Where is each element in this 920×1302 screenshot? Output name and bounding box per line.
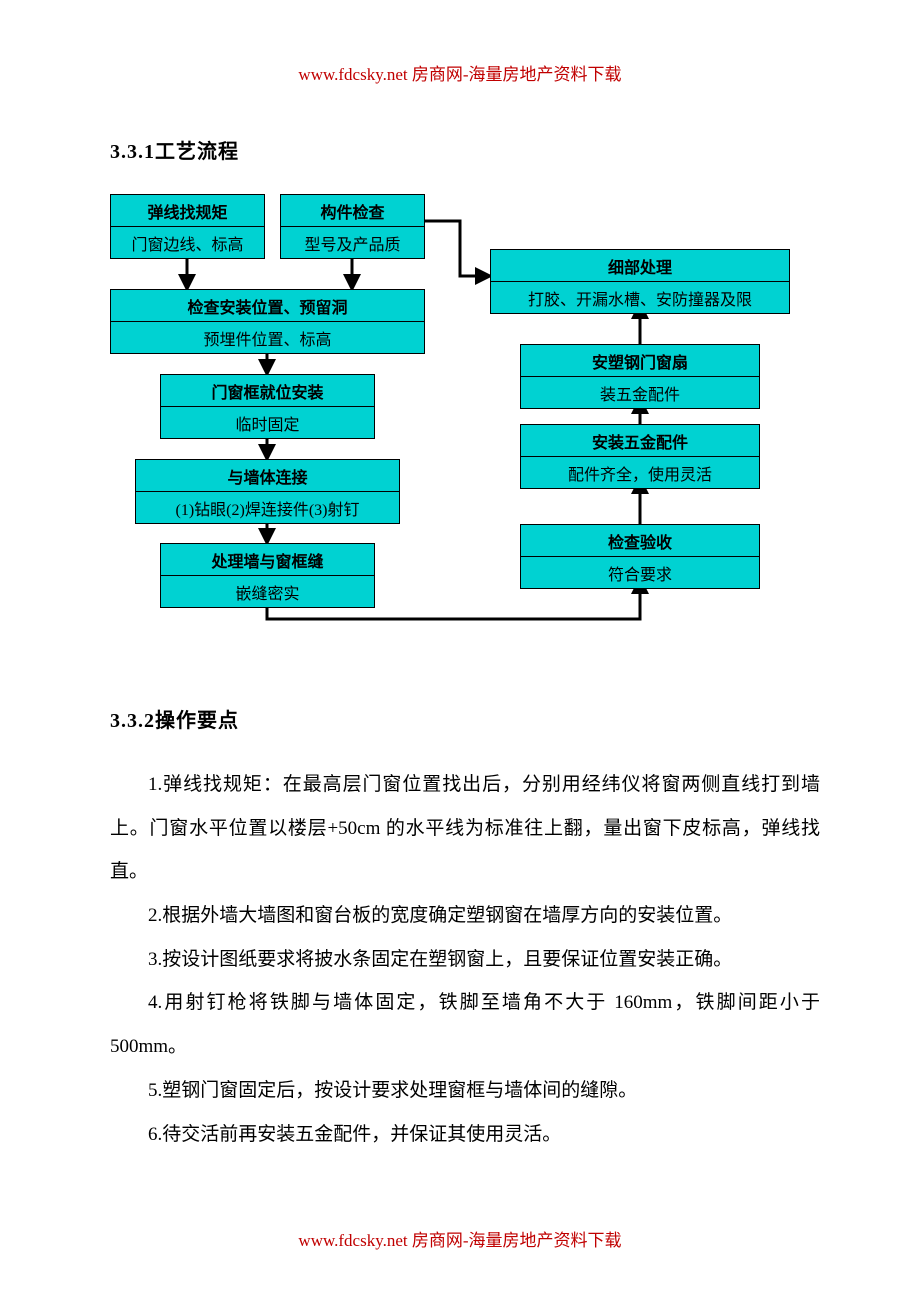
flow-node-sub: 打胶、开漏水槽、安防撞器及限 xyxy=(491,282,789,313)
paragraph-5: 5.塑钢门窗固定后，按设计要求处理窗框与墙体间的缝隙。 xyxy=(110,1069,820,1113)
section-number-2: 3.3.2 xyxy=(110,710,155,732)
flow-node-n2: 检查安装位置、预留洞预埋件位置、标高 xyxy=(110,289,425,354)
flow-node-title: 弹线找规矩 xyxy=(111,195,264,227)
flow-node-n9: 检查验收符合要求 xyxy=(520,524,760,589)
paragraph-3: 3.按设计图纸要求将披水条固定在塑钢窗上，且要保证位置安装正确。 xyxy=(110,938,820,982)
flow-node-title: 门窗框就位安装 xyxy=(161,375,374,407)
flow-node-sub: 装五金配件 xyxy=(521,377,759,408)
flow-node-title: 处理墙与窗框缝 xyxy=(161,544,374,576)
paragraph-2: 2.根据外墙大墙图和窗台板的宽度确定塑钢窗在墙厚方向的安装位置。 xyxy=(110,894,820,938)
flow-node-title: 检查验收 xyxy=(521,525,759,557)
flow-node-n3: 门窗框就位安装临时固定 xyxy=(160,374,375,439)
paragraph-6: 6.待交活前再安装五金配件，并保证其使用灵活。 xyxy=(110,1113,820,1157)
flow-node-title: 安塑钢门窗扇 xyxy=(521,345,759,377)
header-rest: 房商网-海量房地产资料下载 xyxy=(408,65,622,84)
flow-node-sub: 配件齐全，使用灵活 xyxy=(521,457,759,488)
flow-node-sub: 符合要求 xyxy=(521,557,759,588)
flow-node-sub: 预埋件位置、标高 xyxy=(111,322,424,353)
section-title-1: 工艺流程 xyxy=(155,141,239,163)
flow-node-title: 细部处理 xyxy=(491,250,789,282)
flow-node-n4: 与墙体连接(1)钻眼(2)焊连接件(3)射钉 xyxy=(135,459,400,524)
flow-node-title: 检查安装位置、预留洞 xyxy=(111,290,424,322)
body-text: 1.弹线找规矩：在最高层门窗位置找出后，分别用经纬仪将窗两侧直线打到墙上。门窗水… xyxy=(110,763,820,1156)
flow-node-n8: 安装五金配件配件齐全，使用灵活 xyxy=(520,424,760,489)
flow-node-sub: (1)钻眼(2)焊连接件(3)射钉 xyxy=(136,492,399,523)
footer-url: www.fdcsky.net xyxy=(298,1231,407,1250)
section-title-2: 操作要点 xyxy=(155,710,239,732)
footer-watermark: www.fdcsky.net 房商网-海量房地产资料下载 xyxy=(100,1226,820,1251)
section-heading-2: 3.3.2操作要点 xyxy=(110,704,820,733)
flow-node-n5: 处理墙与窗框缝嵌缝密实 xyxy=(160,543,375,608)
section-heading-1: 3.3.1工艺流程 xyxy=(110,135,820,164)
flow-node-n6: 细部处理打胶、开漏水槽、安防撞器及限 xyxy=(490,249,790,314)
flow-node-n7: 安塑钢门窗扇装五金配件 xyxy=(520,344,760,409)
flow-node-n1a: 弹线找规矩门窗边线、标高 xyxy=(110,194,265,259)
flow-node-title: 与墙体连接 xyxy=(136,460,399,492)
paragraph-1: 1.弹线找规矩：在最高层门窗位置找出后，分别用经纬仪将窗两侧直线打到墙上。门窗水… xyxy=(110,763,820,894)
flow-node-title: 安装五金配件 xyxy=(521,425,759,457)
flow-node-sub: 临时固定 xyxy=(161,407,374,438)
header-watermark: www.fdcsky.net 房商网-海量房地产资料下载 xyxy=(100,60,820,85)
paragraph-4: 4.用射钉枪将铁脚与墙体固定，铁脚至墙角不大于 160mm，铁脚间距小于 500… xyxy=(110,981,820,1068)
flow-edge xyxy=(425,221,490,276)
flow-node-title: 构件检查 xyxy=(281,195,424,227)
flow-node-sub: 门窗边线、标高 xyxy=(111,227,264,258)
section-number-1: 3.3.1 xyxy=(110,141,155,163)
header-url: www.fdcsky.net xyxy=(298,65,407,84)
flow-node-n1b: 构件检查型号及产品质 xyxy=(280,194,425,259)
flowchart: 弹线找规矩门窗边线、标高构件检查型号及产品质检查安装位置、预留洞预埋件位置、标高… xyxy=(110,194,830,644)
flow-node-sub: 嵌缝密实 xyxy=(161,576,374,607)
footer-rest: 房商网-海量房地产资料下载 xyxy=(408,1231,622,1250)
flow-node-sub: 型号及产品质 xyxy=(281,227,424,258)
